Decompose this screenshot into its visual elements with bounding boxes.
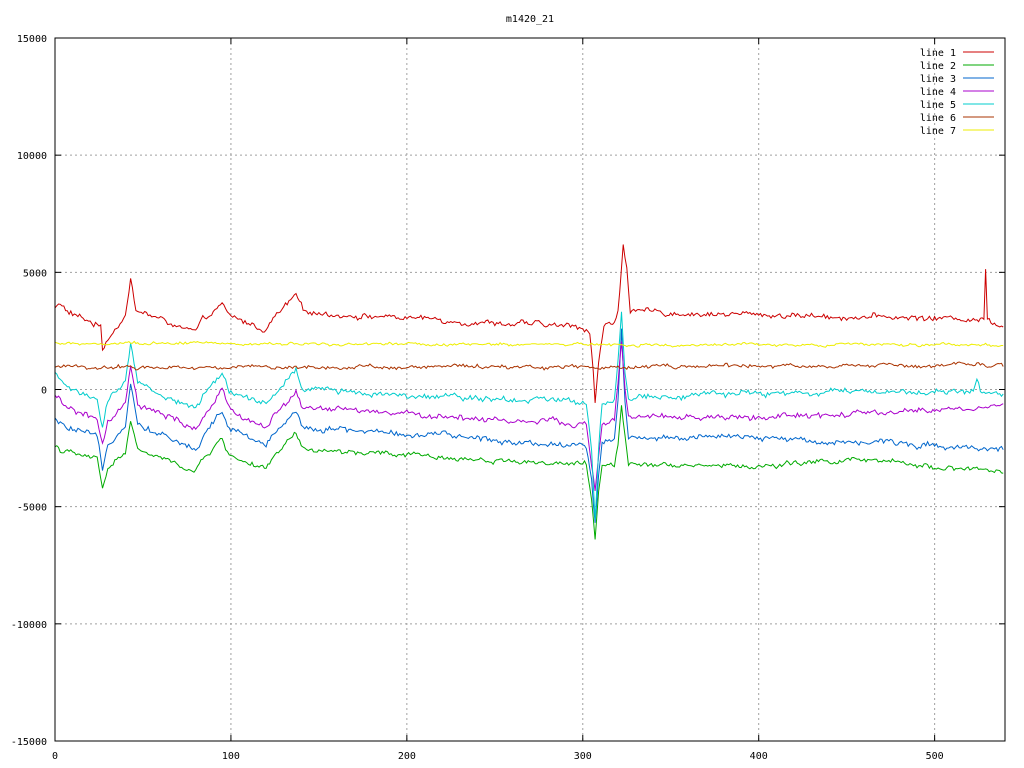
x-tick-label: 200	[398, 751, 416, 762]
legend-label-5: line 5	[920, 100, 956, 111]
x-tick-label: 0	[52, 751, 58, 762]
series-line-1	[54, 244, 1004, 403]
y-tick-label: -10000	[11, 620, 47, 631]
series-group	[54, 244, 1004, 540]
series-line-7	[54, 340, 1004, 348]
legend-label-7: line 7	[920, 126, 956, 137]
y-tick-label: 0	[41, 386, 47, 397]
legend-label-3: line 3	[920, 74, 956, 85]
legend-label-6: line 6	[920, 113, 956, 124]
legend-label-2: line 2	[920, 61, 956, 72]
axis-ticks: -15000 -10000 -5000 0 5000 10000 15000 0 100 200 3…	[11, 34, 1005, 762]
series-line-4	[54, 341, 1004, 491]
x-tick-label: 300	[574, 751, 592, 762]
grid-lines	[55, 38, 1005, 741]
y-tick-label: -5000	[17, 503, 47, 514]
series-line-2	[54, 405, 1004, 540]
x-tick-label: 500	[926, 751, 944, 762]
legend-label-1: line 1	[920, 48, 956, 59]
series-line-5	[54, 311, 1004, 520]
y-tick-label: 15000	[17, 34, 47, 45]
series-line-6	[54, 361, 1004, 371]
legend-label-4: line 4	[920, 87, 956, 98]
y-tick-label: -15000	[11, 737, 47, 748]
chart-title: m1420_21	[506, 14, 554, 25]
series-line-3	[54, 328, 1004, 523]
x-tick-label: 100	[222, 751, 240, 762]
y-tick-label: 5000	[23, 268, 47, 279]
legend: line 1 line 2 line 3 line 4 line 5 line 6 line…	[920, 48, 994, 137]
x-tick-label: 400	[750, 751, 768, 762]
y-tick-label: 10000	[17, 151, 47, 162]
